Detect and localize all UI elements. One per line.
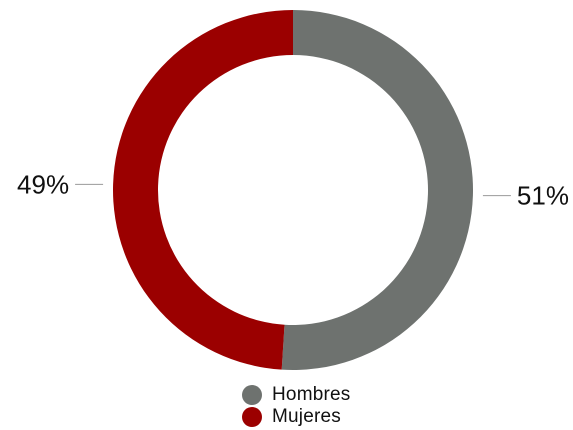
legend-label-mujeres: Mujeres bbox=[272, 406, 341, 427]
data-label-hombres: 51% bbox=[517, 181, 569, 211]
legend-label-hombres: Hombres bbox=[272, 384, 351, 405]
legend: Hombres Mujeres bbox=[242, 384, 350, 428]
data-label-mujeres: 49% bbox=[17, 169, 69, 199]
legend-item-hombres: Hombres bbox=[242, 384, 350, 406]
slice-hombres bbox=[281, 10, 474, 370]
legend-item-mujeres: Mujeres bbox=[242, 406, 350, 428]
slice-mujeres bbox=[113, 10, 293, 370]
legend-swatch-mujeres bbox=[242, 407, 262, 427]
legend-swatch-hombres bbox=[242, 385, 262, 405]
